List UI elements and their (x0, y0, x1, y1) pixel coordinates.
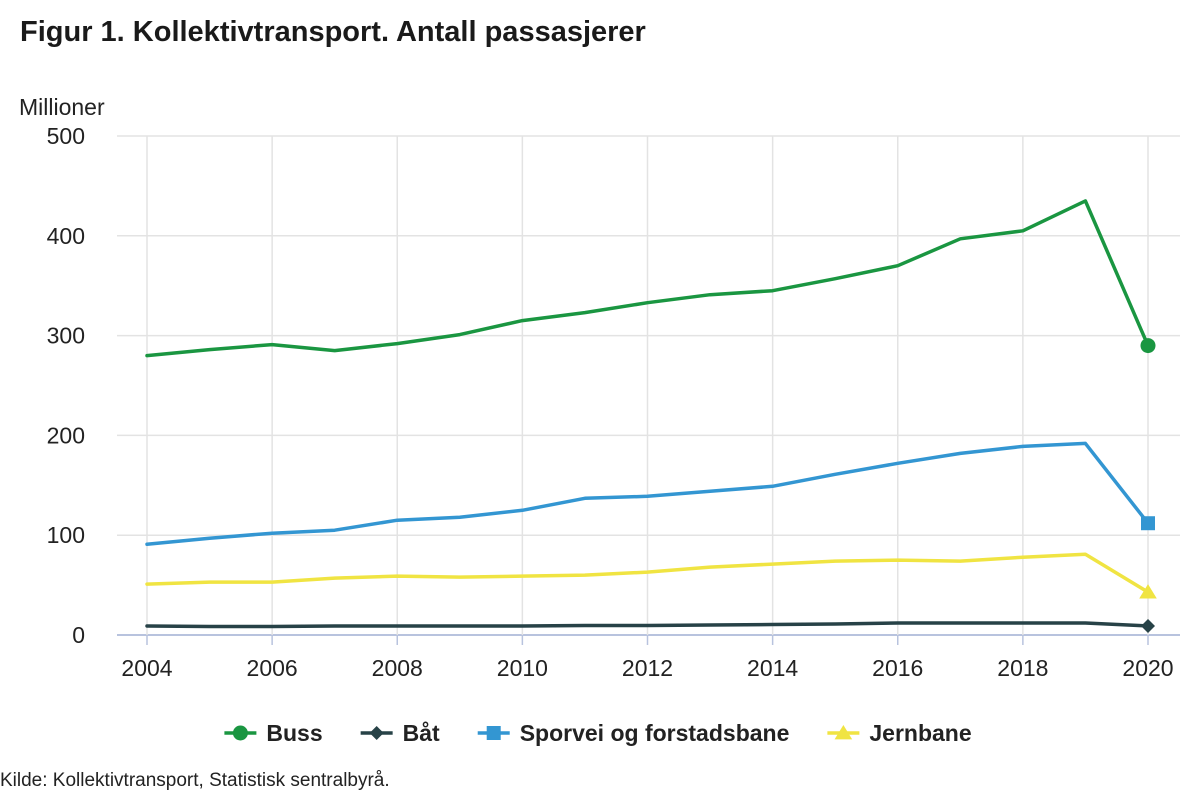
x-tick-label: 2006 (247, 655, 298, 681)
series-3 (145, 552, 1157, 599)
series-end-marker (1141, 619, 1155, 634)
series-line (145, 621, 1150, 629)
legend-marker (369, 726, 384, 740)
series-1 (145, 619, 1155, 634)
series-line (145, 552, 1150, 594)
y-tick-label: 100 (47, 522, 85, 548)
y-tick-label: 500 (47, 123, 85, 149)
source-note: Kilde: Kollektivtransport, Statistisk se… (0, 770, 390, 791)
x-tick-label: 2018 (997, 655, 1048, 681)
series-2 (145, 441, 1155, 546)
series-end-marker (1141, 516, 1155, 531)
legend: Buss Båt Sporvei og forstadsbane Jernbane (224, 720, 972, 746)
y-tick-label: 400 (47, 223, 85, 249)
chart-title: Figur 1. Kollektivtransport. Antall pass… (20, 16, 646, 48)
legend-label: Båt (403, 720, 440, 746)
series-end-marker (1139, 584, 1157, 599)
legend-marker (232, 725, 248, 741)
legend-marker (486, 726, 501, 740)
x-tick-label: 2010 (497, 655, 548, 681)
x-tick-label: 2016 (872, 655, 923, 681)
legend-label: Sporvei og forstadsbane (520, 720, 790, 746)
legend-item: Sporvei og forstadsbane (477, 720, 790, 746)
x-tick-label: 2012 (622, 655, 673, 681)
legend-label: Buss (266, 720, 322, 746)
legend-label: Jernbane (869, 720, 971, 746)
series-end-marker (1140, 338, 1156, 354)
y-tick-label: 0 (72, 622, 85, 648)
x-tick-label: 2008 (372, 655, 423, 681)
grid-layer (117, 135, 1180, 636)
axis-layer: 0 100 200 300 400 500 2004 2006 2008 2010 2012 2014… (19, 94, 1174, 681)
legend-item: Buss (224, 720, 323, 746)
series-0 (145, 199, 1156, 358)
x-tick-label: 2014 (747, 655, 798, 681)
y-tick-label: 200 (47, 422, 85, 448)
series-layer (145, 199, 1157, 634)
x-tick-label: 2020 (1122, 655, 1173, 681)
legend-item: Jernbane (827, 720, 972, 746)
y-tick-label: 300 (47, 323, 85, 349)
x-tick-label: 2004 (121, 655, 172, 681)
legend-item: Båt (360, 720, 440, 746)
series-line (145, 199, 1150, 358)
legend-marker (834, 725, 853, 740)
series-line (145, 441, 1150, 546)
y-axis-label: Millioner (19, 94, 105, 120)
